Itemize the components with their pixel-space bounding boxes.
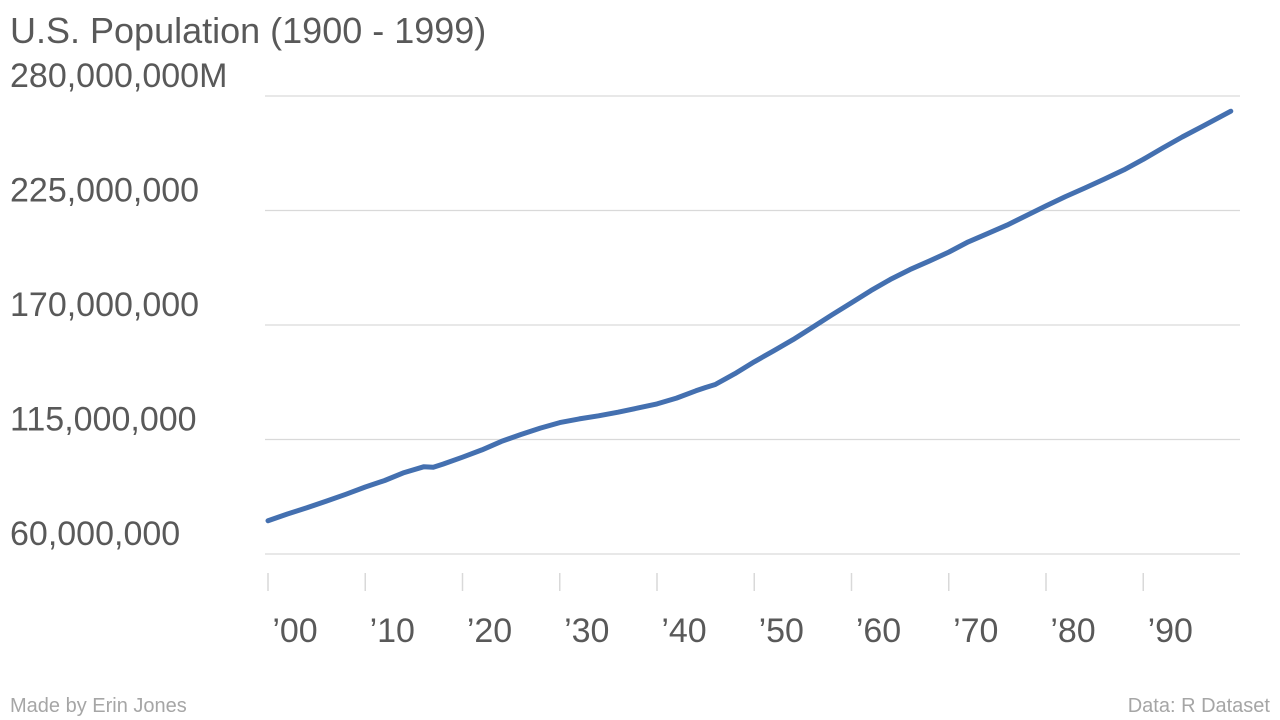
x-tick-label: ’40 <box>661 612 706 650</box>
x-tick-label: ’20 <box>467 612 512 650</box>
chart-title: U.S. Population (1900 - 1999) <box>10 10 487 51</box>
y-tick-label: 170,000,000 <box>10 286 199 324</box>
grid-lines <box>265 95 1240 555</box>
x-tick-label: ’60 <box>856 612 901 650</box>
x-tick-label: ’70 <box>953 612 998 650</box>
series-line <box>265 108 1234 524</box>
footer-source: Data: R Dataset <box>1127 695 1270 717</box>
x-tick-label: ’80 <box>1050 612 1095 650</box>
y-tick-label: 60,000,000 <box>10 515 180 553</box>
series-layer <box>265 108 1234 524</box>
x-tick-label: ’90 <box>1148 612 1193 650</box>
x-tick-label: ’50 <box>759 612 804 650</box>
y-tick-label: 225,000,000 <box>10 172 199 210</box>
y-axis-tick-labels: 60,000,000 115,000,000 170,000,000 225,000,… <box>10 57 227 553</box>
x-tick-label: ’10 <box>370 612 415 650</box>
y-tick-label: 115,000,000 <box>10 401 197 439</box>
x-tick-label: ’30 <box>564 612 609 650</box>
footer-credit: Made by Erin Jones <box>10 695 187 717</box>
x-axis-ticks: ’00 ’10 ’20 ’30 ’40 ’50 ’60 ’70 ’80 ’90 <box>267 573 1193 650</box>
x-tick-label: ’00 <box>272 612 317 650</box>
y-tick-label: 280,000,000M <box>10 57 227 95</box>
